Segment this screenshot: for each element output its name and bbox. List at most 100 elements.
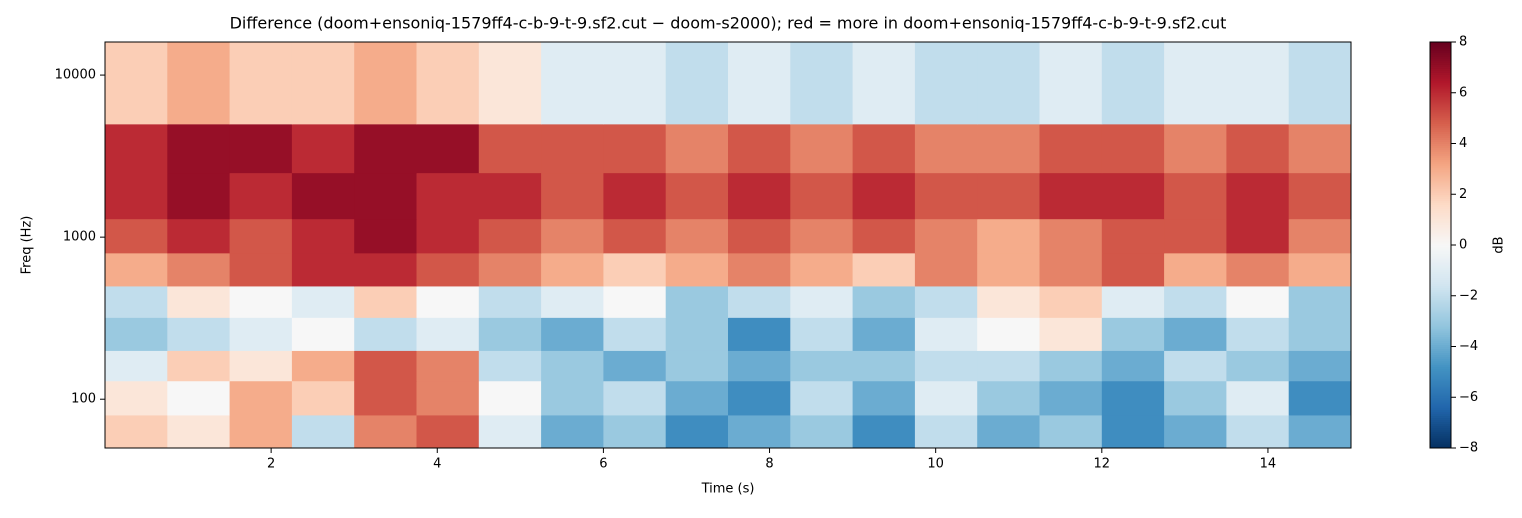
- heatmap-cell: [914, 317, 978, 351]
- heatmap-cell: [167, 123, 231, 174]
- heatmap-cell: [728, 42, 791, 125]
- colorbar-swatch: [1430, 366, 1451, 370]
- heatmap-cell: [478, 317, 542, 351]
- colorbar-swatch: [1430, 236, 1451, 240]
- heatmap-cell: [105, 350, 168, 382]
- heatmap-cell: [1226, 252, 1290, 287]
- heatmap: [105, 42, 1352, 449]
- colorbar-swatch: [1430, 133, 1451, 136]
- colorbar-swatch: [1430, 267, 1451, 270]
- colorbar-swatch: [1430, 273, 1451, 276]
- heatmap-cell: [478, 414, 542, 449]
- colorbar-swatch: [1430, 435, 1451, 439]
- x-tick-label: 6: [599, 457, 607, 472]
- colorbar-swatch: [1430, 314, 1451, 317]
- heatmap-cell: [977, 380, 1040, 416]
- heatmap-cell: [1101, 172, 1165, 220]
- heatmap-cell: [603, 172, 667, 220]
- colorbar-swatch: [1430, 249, 1451, 252]
- colorbar-swatch: [1430, 42, 1451, 45]
- heatmap-cell: [728, 285, 791, 318]
- colorbar-swatch: [1430, 251, 1451, 254]
- heatmap-cell: [665, 317, 729, 351]
- heatmap-cell: [790, 123, 854, 174]
- colorbar-swatch: [1430, 192, 1451, 195]
- heatmap-cell: [603, 42, 667, 125]
- heatmap-cell: [354, 414, 417, 449]
- colorbar-swatch: [1430, 135, 1451, 138]
- heatmap-cell: [1039, 414, 1103, 449]
- heatmap-cell: [167, 285, 231, 318]
- heatmap-cell: [728, 350, 791, 382]
- heatmap-cell: [167, 252, 231, 287]
- colorbar-swatch: [1430, 46, 1451, 49]
- heatmap-cell: [728, 218, 791, 254]
- heatmap-cell: [790, 414, 854, 449]
- colorbar-swatch: [1430, 263, 1451, 266]
- colorbar-swatch: [1430, 334, 1451, 337]
- heatmap-cell: [1288, 218, 1352, 254]
- heatmap-cell: [541, 252, 604, 287]
- heatmap-cell: [603, 414, 667, 449]
- heatmap-cell: [1039, 123, 1103, 174]
- heatmap-cell: [416, 42, 480, 125]
- heatmap-cell: [1164, 317, 1227, 351]
- heatmap-cell: [167, 350, 231, 382]
- colorbar-swatch: [1430, 413, 1451, 417]
- colorbar-swatch: [1430, 247, 1451, 250]
- heatmap-cell: [603, 380, 667, 416]
- colorbar-swatch: [1430, 218, 1451, 222]
- heatmap-cell: [291, 172, 355, 220]
- colorbar-swatch: [1430, 96, 1451, 100]
- heatmap-cell: [1039, 380, 1103, 416]
- heatmap-cell: [167, 380, 231, 416]
- colorbar-swatch: [1430, 206, 1451, 209]
- colorbar-swatch: [1430, 157, 1451, 161]
- heatmap-cell: [105, 317, 168, 351]
- colorbar-swatch: [1430, 121, 1451, 124]
- heatmap-cell: [416, 218, 480, 254]
- colorbar-swatch: [1430, 106, 1451, 110]
- colorbar-swatch: [1430, 169, 1451, 173]
- y-tick-label: 100: [71, 392, 96, 407]
- colorbar-swatch: [1430, 275, 1451, 278]
- heatmap-cell: [354, 317, 417, 351]
- heatmap-cell: [1039, 317, 1103, 351]
- heatmap-cell: [167, 172, 231, 220]
- heatmap-cell: [229, 123, 293, 174]
- colorbar-swatch: [1430, 86, 1451, 90]
- colorbar-swatch: [1430, 411, 1451, 414]
- heatmap-cell: [1039, 42, 1103, 125]
- colorbar-swatch: [1430, 182, 1451, 185]
- heatmap-cell: [852, 285, 916, 318]
- chart-title: Difference (doom+ensoniq-1579ff4-c-b-9-t…: [230, 14, 1227, 33]
- colorbar-swatch: [1430, 66, 1451, 69]
- colorbar-swatch: [1430, 328, 1451, 331]
- heatmap-cell: [1164, 172, 1227, 220]
- colorbar-swatch: [1430, 316, 1451, 319]
- colorbar-swatch: [1430, 269, 1451, 272]
- heatmap-cell: [1226, 350, 1290, 382]
- heatmap-cell: [229, 380, 293, 416]
- colorbar-swatch: [1430, 445, 1451, 449]
- heatmap-cell: [167, 317, 231, 351]
- colorbar-swatch: [1430, 48, 1451, 51]
- heatmap-cell: [478, 350, 542, 382]
- colorbar-swatch: [1430, 68, 1451, 71]
- heatmap-cell: [603, 252, 667, 287]
- heatmap-cell: [354, 285, 417, 318]
- heatmap-cell: [291, 218, 355, 254]
- y-tick-label: 10000: [55, 68, 96, 83]
- heatmap-cell: [790, 317, 854, 351]
- colorbar-swatch: [1430, 342, 1451, 345]
- heatmap-cell: [105, 42, 168, 125]
- colorbar-swatch: [1430, 226, 1451, 230]
- heatmap-cell: [291, 252, 355, 287]
- heatmap-cell: [914, 172, 978, 220]
- heatmap-cell: [105, 285, 168, 318]
- colorbar-swatch: [1430, 186, 1451, 189]
- colorbar-swatch: [1430, 145, 1451, 149]
- colorbar-swatch: [1430, 161, 1451, 165]
- heatmap-cell: [790, 218, 854, 254]
- colorbar-swatch: [1430, 383, 1451, 386]
